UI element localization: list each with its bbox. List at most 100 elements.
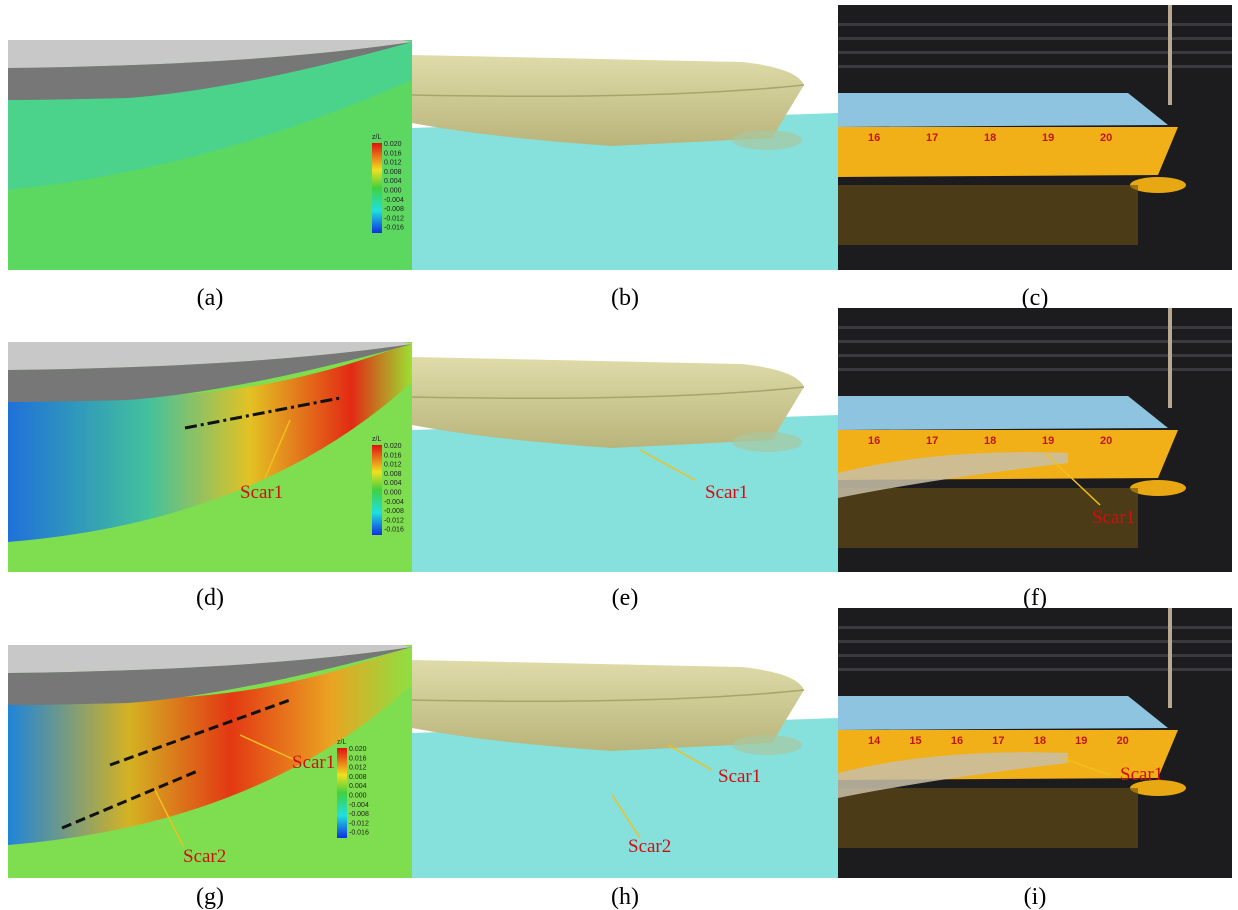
colorbar-tick-label: 0.016 [384, 150, 402, 157]
panel-caption: (h) [611, 884, 639, 910]
station-number: 19 [1042, 435, 1054, 447]
station-number: 16 [951, 735, 963, 747]
panel-caption: (a) [197, 285, 224, 311]
hull-yellow [838, 127, 1178, 177]
colorbar-tick-label: -0.016 [384, 527, 404, 534]
reflection [838, 788, 1138, 848]
reflection [838, 185, 1138, 245]
rail [838, 368, 1232, 371]
rail [838, 354, 1232, 357]
scar-label: Scar2 [183, 846, 226, 867]
colorbar [337, 748, 347, 838]
panel-caption: (f) [1023, 585, 1047, 611]
panel: 16 17 18 19 20 (c) [838, 5, 1232, 311]
colorbar-tick-label: 0.020 [384, 141, 402, 148]
bulb [732, 735, 802, 755]
station-number: 16 [868, 132, 880, 144]
station-number: 20 [1100, 435, 1112, 447]
colorbar-title: z/L [337, 739, 346, 746]
colorbar-title: z/L [372, 134, 381, 141]
figure: z/L0.0200.0160.0120.0080.0040.000-0.004-… [0, 0, 1238, 910]
panel: z/L0.020 0.016 0.012 0.008 0.004 0.000 -0.004 -… [8, 342, 412, 611]
colorbar-tick-label: 0.000 [349, 793, 367, 800]
station-number: 18 [1034, 735, 1046, 747]
rail [838, 326, 1232, 329]
scar-label: Scar1 [1120, 764, 1163, 785]
colorbar-tick-label: 0.012 [384, 462, 402, 469]
colorbar-tick-label: -0.008 [384, 206, 404, 213]
rail [838, 668, 1232, 671]
colorbar-tick-label: 0.004 [349, 783, 367, 790]
bulb [1130, 480, 1186, 496]
colorbar-title: z/L [372, 436, 381, 443]
scar-label: Scar1 [240, 482, 283, 503]
panel: z/L0.020 0.016 0.012 0.008 0.004 0.000 -0.004 -… [8, 645, 412, 910]
colorbar-tick-label: 0.016 [349, 755, 367, 762]
colorbar-tick-label: -0.012 [349, 820, 369, 827]
colorbar-tick-label: 0.020 [384, 443, 402, 450]
scar-label: Scar1 [292, 752, 335, 773]
rail [838, 654, 1232, 657]
panel-caption: (b) [611, 285, 639, 311]
station-number: 18 [984, 132, 996, 144]
bulb [732, 432, 802, 452]
panel-caption: (g) [196, 884, 224, 910]
station-number: 19 [1042, 132, 1054, 144]
scar-label: Scar1 [718, 766, 761, 787]
rail [838, 626, 1232, 629]
station-number: 18 [984, 435, 996, 447]
panel: z/L0.0200.0160.0120.0080.0040.000-0.004-… [8, 40, 412, 311]
bulb [1130, 177, 1186, 193]
rail [838, 340, 1232, 343]
panel: Scar1 (e) [412, 357, 838, 611]
colorbar [372, 445, 382, 535]
station-number: 17 [926, 132, 938, 144]
colorbar-tick-label: -0.008 [384, 508, 404, 515]
post [1168, 5, 1172, 105]
rail [838, 23, 1232, 26]
rail [838, 51, 1232, 54]
deck [838, 396, 1168, 430]
station-number: 14 [868, 735, 881, 747]
colorbar-tick-label: 0.004 [384, 178, 402, 185]
colorbar-tick-label: 0.008 [384, 471, 402, 478]
station-number: 17 [992, 735, 1004, 747]
deck [838, 93, 1168, 127]
deck [838, 696, 1168, 730]
colorbar-tick-label: 0.008 [349, 774, 367, 781]
rail [838, 640, 1232, 643]
post [1168, 308, 1172, 408]
rail [838, 65, 1232, 68]
station-number: 20 [1100, 132, 1112, 144]
colorbar-tick-label: 0.020 [349, 746, 367, 753]
colorbar-tick-label: 0.008 [384, 169, 402, 176]
scar-label: Scar1 [705, 482, 748, 503]
colorbar-tick-label: 0.000 [384, 188, 402, 195]
panel: (b) [412, 55, 838, 311]
colorbar-tick-label: -0.004 [349, 802, 369, 809]
colorbar-tick-label: 0.012 [384, 160, 402, 167]
colorbar-tick-label: 0.012 [349, 765, 367, 772]
station-number: 16 [868, 435, 880, 447]
colorbar [372, 143, 382, 233]
panel-caption: (c) [1022, 285, 1049, 311]
station-number: 17 [926, 435, 938, 447]
post [1168, 608, 1172, 708]
panel-caption: (i) [1024, 884, 1047, 910]
colorbar-tick-label: -0.016 [349, 830, 369, 837]
colorbar-tick-label: 0.016 [384, 452, 402, 459]
colorbar-tick-label: 0.004 [384, 480, 402, 487]
scar-label: Scar1 [1092, 507, 1135, 528]
bulb [732, 130, 802, 150]
colorbar-tick-label: -0.004 [384, 499, 404, 506]
colorbar-tick-label: -0.012 [384, 517, 404, 524]
panel-caption: (d) [196, 585, 224, 611]
colorbar-tick-label: -0.012 [384, 215, 404, 222]
colorbar-tick-label: -0.008 [349, 811, 369, 818]
station-number: 15 [909, 735, 921, 747]
station-number: 19 [1075, 735, 1087, 747]
colorbar-tick-label: 0.000 [384, 490, 402, 497]
panel-caption: (e) [612, 585, 639, 611]
